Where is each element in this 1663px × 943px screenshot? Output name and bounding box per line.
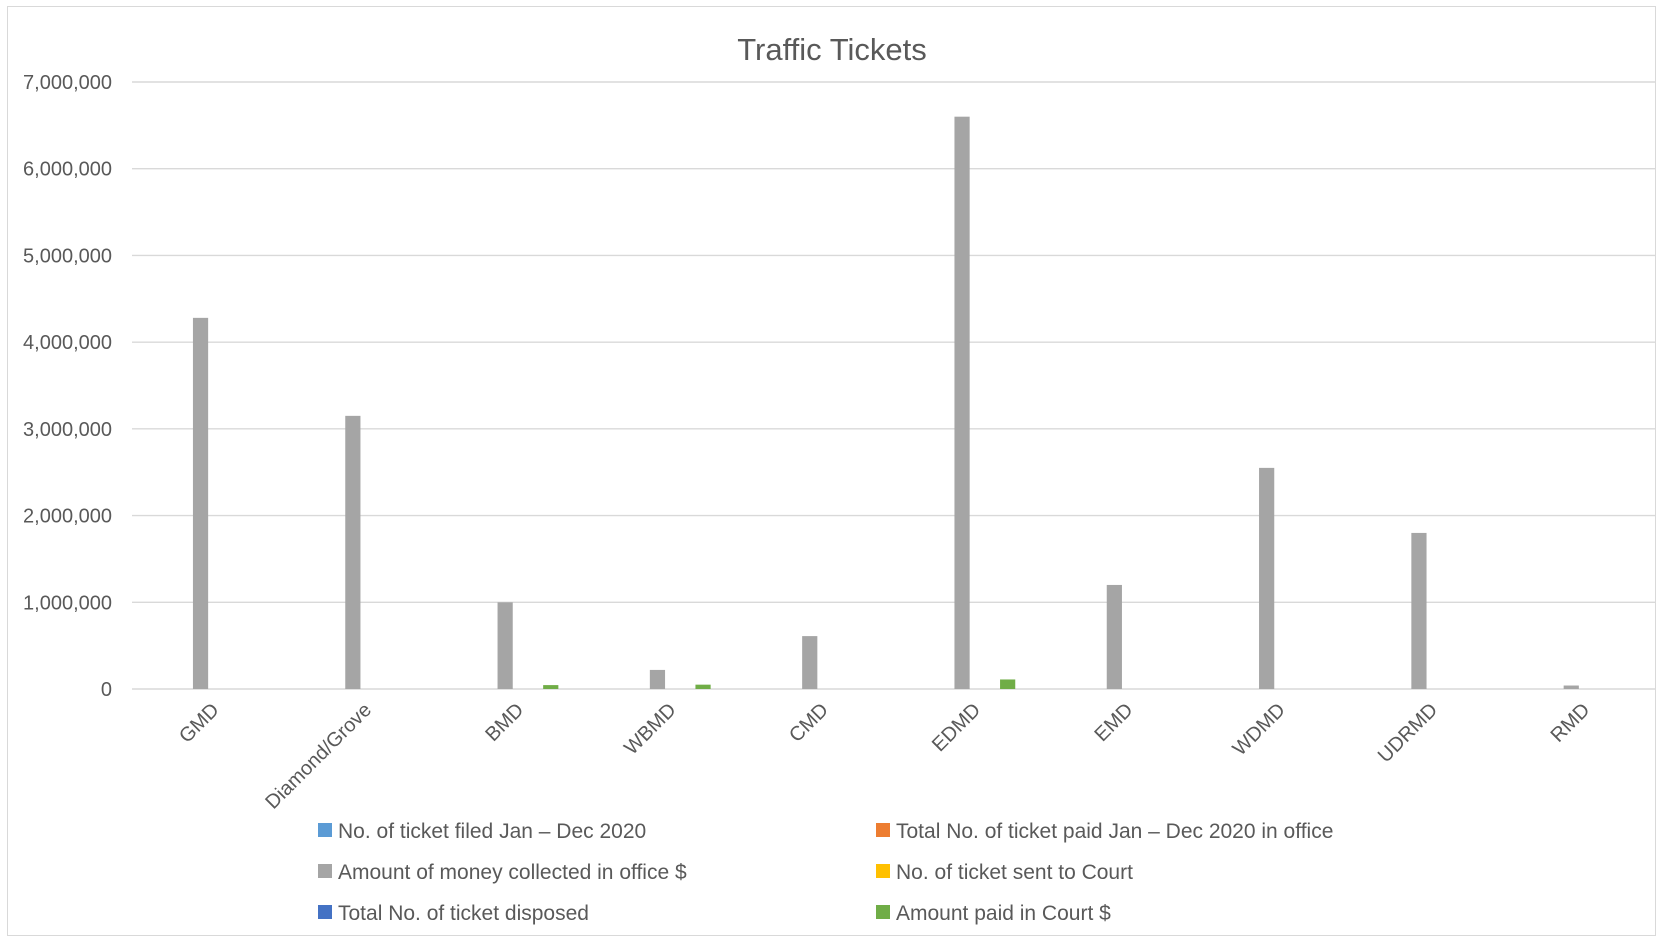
- y-tick-label: 4,000,000: [23, 332, 112, 354]
- x-tick-label: CMD: [785, 699, 833, 747]
- y-tick-label: 1,000,000: [23, 592, 112, 614]
- chart-frame: [7, 6, 1656, 936]
- legend-swatch: [318, 905, 332, 919]
- x-tick-label: EMD: [1090, 699, 1137, 746]
- y-tick-label: 7,000,000: [23, 72, 112, 94]
- legend-label: Total No. of ticket disposed: [338, 902, 589, 925]
- x-tick-label: WDMD: [1229, 699, 1290, 760]
- y-tick-label: 6,000,000: [23, 159, 112, 181]
- bar: [649, 669, 666, 689]
- legend-swatch: [876, 864, 890, 878]
- bar: [345, 415, 361, 689]
- legend-swatch: [318, 823, 332, 837]
- y-tick-label: 5,000,000: [23, 245, 112, 267]
- bar: [543, 685, 559, 689]
- legend-label: No. of ticket filed Jan – Dec 2020: [338, 820, 646, 843]
- x-tick-label: EDMD: [928, 699, 985, 756]
- bar: [497, 602, 513, 689]
- x-axis-tick-labels: GMD Diamond/Grove BMD WBMD CMD EDMD EMD WDMD UDR…: [175, 699, 1594, 814]
- legend-swatch: [318, 864, 332, 878]
- gridlines: [132, 81, 1655, 690]
- x-tick-label: UDRMD: [1374, 699, 1442, 767]
- y-tick-label: 3,000,000: [23, 419, 112, 441]
- legend-swatch: [876, 905, 890, 919]
- legend-label: Amount of money collected in office $: [338, 861, 687, 884]
- bar: [695, 684, 711, 689]
- x-tick-label: GMD: [175, 699, 224, 748]
- x-tick-label: RMD: [1547, 699, 1595, 747]
- legend-label: Total No. of ticket paid Jan – Dec 2020 …: [896, 820, 1333, 843]
- x-tick-label: BMD: [481, 699, 528, 746]
- legend-label: Amount paid in Court $: [896, 902, 1111, 925]
- chart-title: Traffic Tickets: [737, 32, 926, 67]
- bar: [954, 116, 970, 689]
- x-tick-label: Diamond/Grove: [261, 699, 376, 814]
- bar: [192, 317, 209, 689]
- x-tick-label: WBMD: [620, 699, 680, 759]
- y-tick-label: 2,000,000: [23, 506, 112, 528]
- bar: [1259, 467, 1275, 689]
- legend-label: No. of ticket sent to Court: [896, 861, 1133, 884]
- bar: [1106, 584, 1122, 689]
- y-tick-label: 0: [101, 679, 112, 701]
- bar: [802, 636, 818, 689]
- y-axis-tick-labels: 0 1,000,000 2,000,000 3,000,000 4,000,000 5,0…: [23, 72, 112, 701]
- bar: [1563, 685, 1579, 689]
- legend-swatch: [876, 823, 890, 837]
- bar: [1000, 679, 1016, 689]
- bar: [1411, 532, 1427, 689]
- bars: [192, 116, 1579, 689]
- legend: No. of ticket filed Jan – Dec 2020 Total …: [318, 820, 1333, 925]
